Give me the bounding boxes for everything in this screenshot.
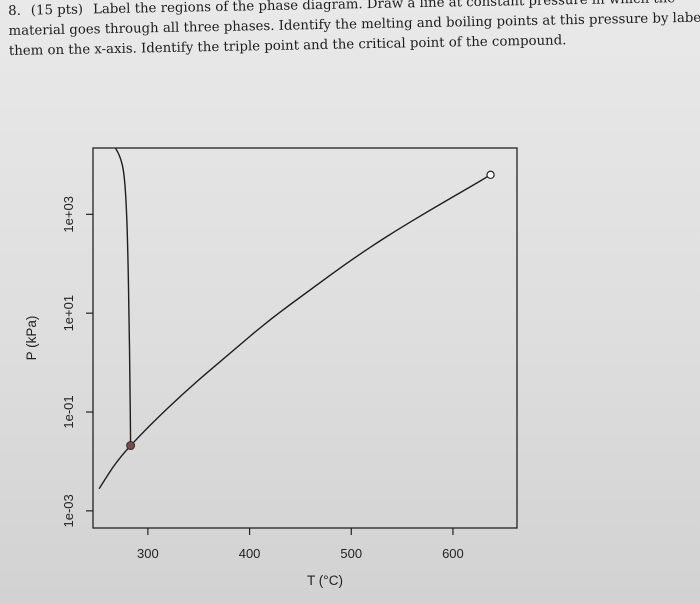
x-tick-label-500: 500 (340, 546, 362, 561)
vapor-pressure-curve (98, 174, 492, 490)
y-tick-label-1e-01: 1e-01 (61, 395, 76, 428)
y-axis-label: P (kPa) (24, 316, 39, 361)
fusion-curve (114, 148, 132, 446)
y-tick-label-1e-03: 1e-03 (61, 494, 76, 527)
plot-frame (92, 147, 518, 529)
x-axis-label: T (°C) (307, 573, 343, 588)
x-tick-label-600: 600 (442, 546, 464, 561)
triple-point-marker (126, 441, 136, 451)
y-tick-label-1e+03: 1e+03 (61, 196, 76, 233)
x-tick-label-300: 300 (137, 546, 159, 561)
x-tick-label-400: 400 (239, 546, 261, 561)
critical-point-marker (486, 170, 495, 180)
y-tick-label-1e+01: 1e+01 (61, 295, 76, 332)
